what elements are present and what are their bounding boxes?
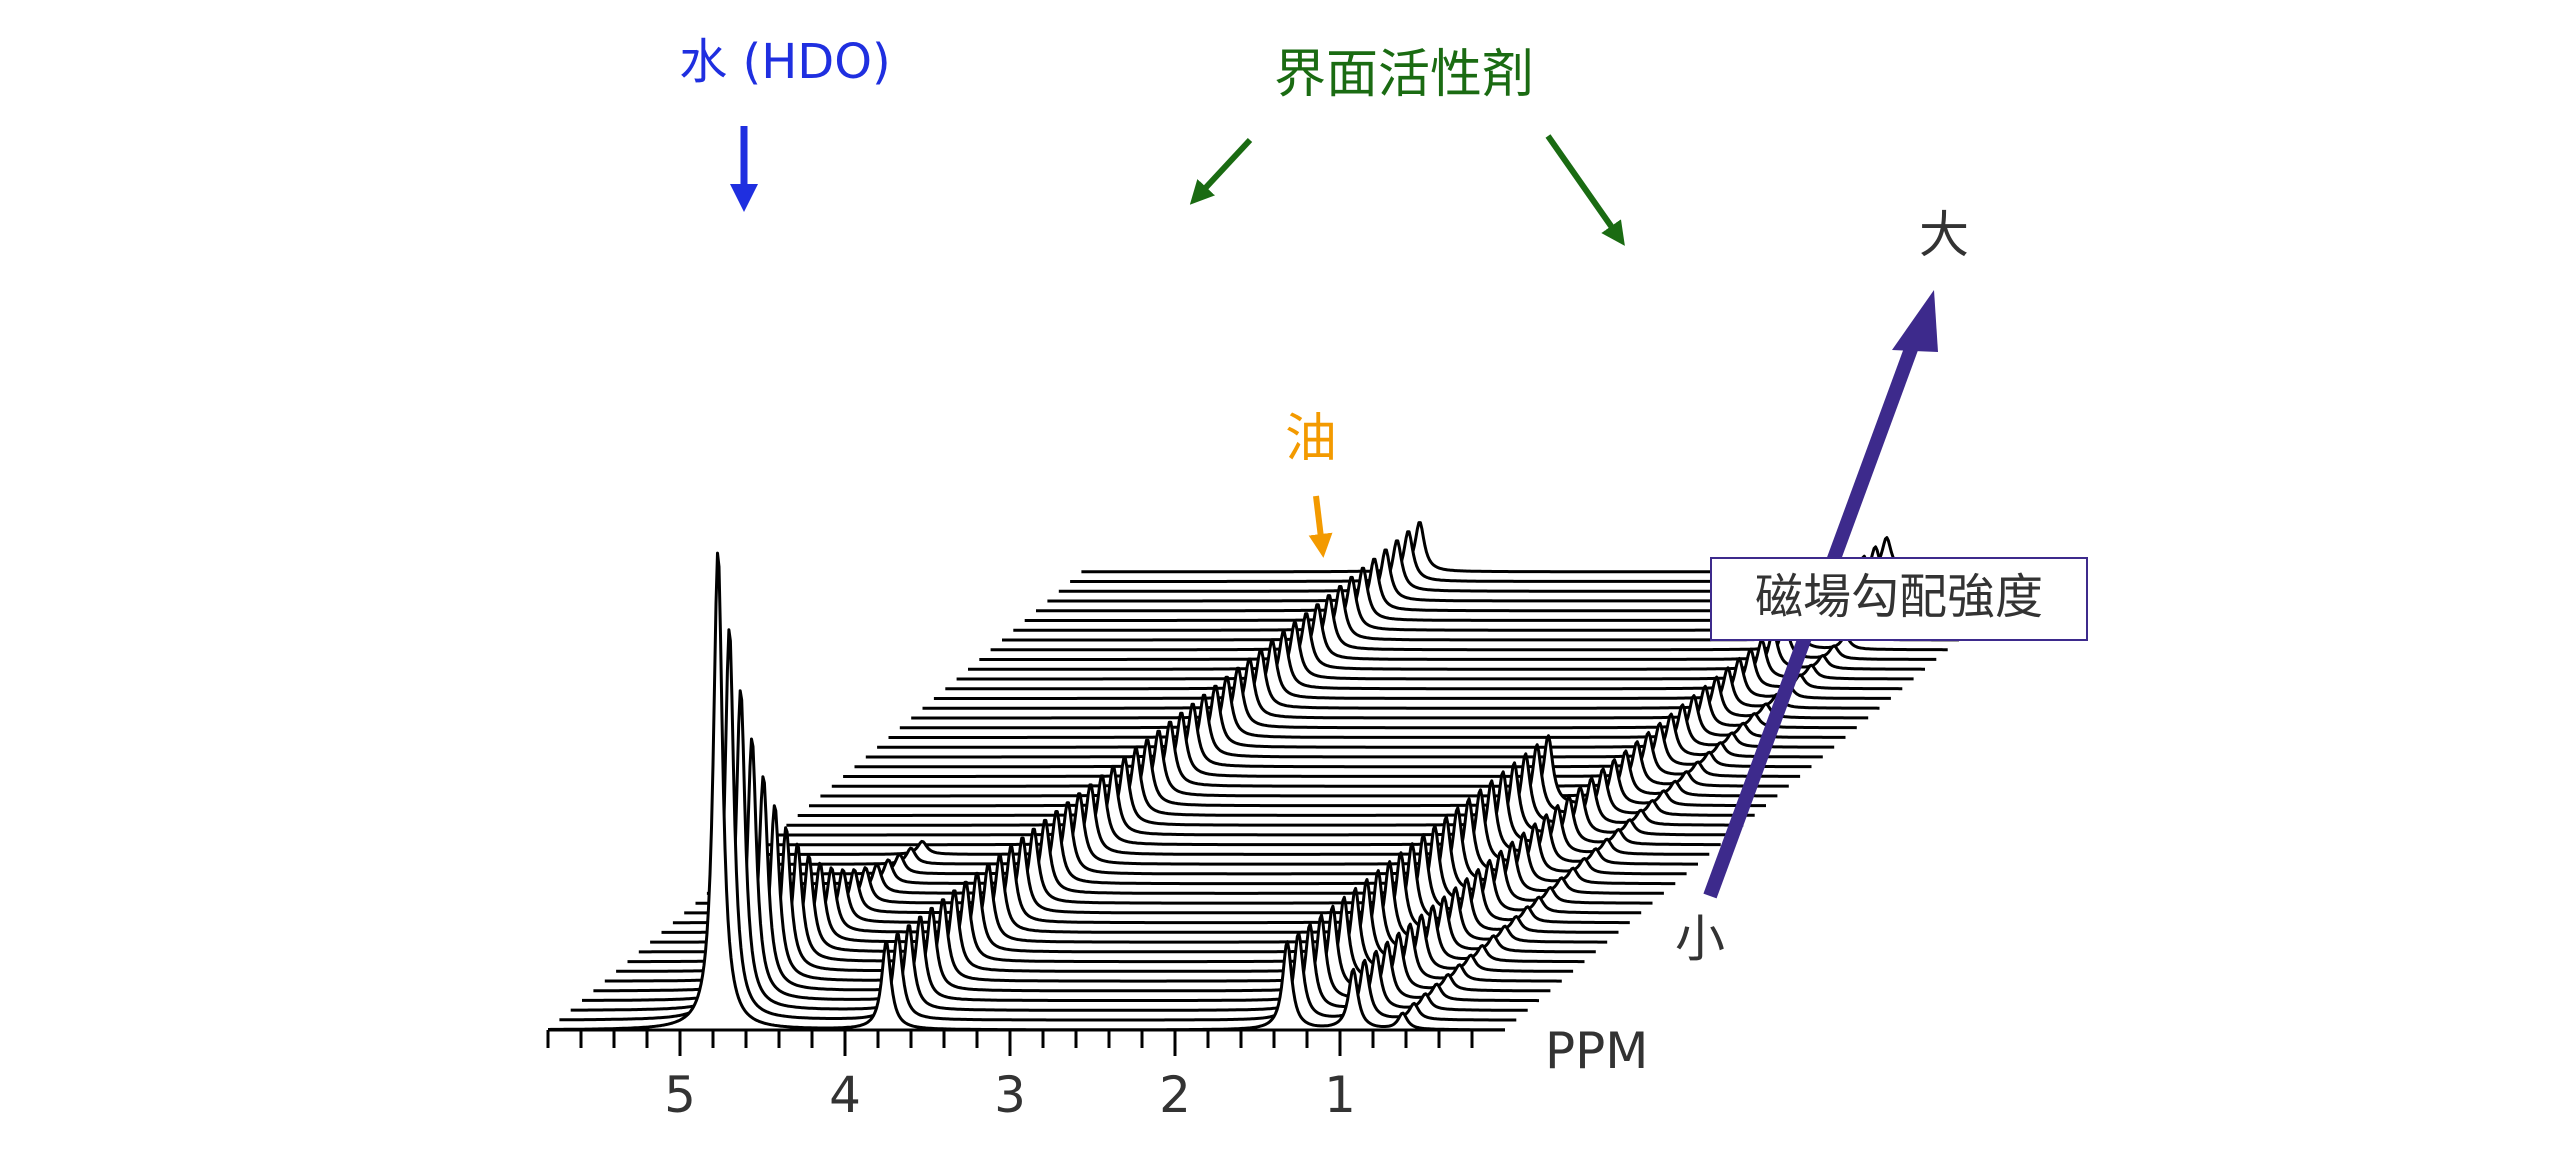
gradient-axis-high-label: 大 [1919, 206, 1969, 264]
x-axis-label: PPM [1545, 1022, 1648, 1080]
spectrum-fill [933, 641, 1891, 702]
annotation-oil-arrow [1308, 495, 1333, 558]
gradient-axis-label-box [1710, 557, 2088, 641]
x-axis: 5 4 3 2 1 [546, 1028, 1505, 1124]
spectrum-fill [899, 668, 1857, 731]
spectrum-fill [877, 686, 1835, 751]
x-tick-label: 5 [664, 1066, 696, 1124]
spectrum-fill [888, 677, 1846, 741]
spectra-stack [548, 521, 2039, 1033]
gradient-axis-arrowhead [1892, 290, 1938, 352]
annotation-oil: 油 [1285, 409, 1337, 469]
spectrum-fill [820, 731, 1778, 799]
annotation-surfactant-arrow-right [1545, 134, 1625, 246]
gradient-axis-low-label: 小 [1675, 910, 1725, 968]
spectrum-fill [843, 713, 1801, 780]
annotation-surfactant-arrow-left [1189, 137, 1253, 205]
spectrum-fill [809, 735, 1766, 809]
spectrum-fill [979, 604, 1937, 663]
annotation-surfactant: 界面活性剤 [1274, 45, 1534, 105]
x-tick-label: 1 [1324, 1066, 1356, 1124]
annotation-oil-box [1250, 392, 1372, 480]
annotation-water: 水 (HDO) [679, 34, 891, 90]
spectrum-fill [865, 695, 1823, 760]
x-tick-label: 3 [994, 1066, 1026, 1124]
spectrum-fill [831, 722, 1789, 790]
gradient-axis-label: 磁場勾配強度 [1755, 569, 2043, 625]
spectrum-fill [990, 595, 1948, 653]
spectrum-fill [945, 632, 1903, 692]
x-tick-label: 4 [829, 1066, 861, 1124]
x-tick-label: 2 [1159, 1066, 1191, 1124]
spectrum-fill [956, 622, 1914, 682]
spectrum-fill [968, 613, 1925, 673]
spectrum-fill [854, 704, 1812, 770]
